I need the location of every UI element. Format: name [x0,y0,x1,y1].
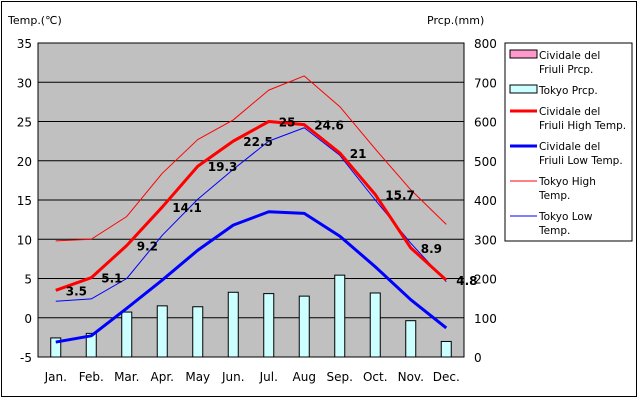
series-line [55,75,447,242]
data-label: 8.9 [421,242,442,256]
left-axis-label: Temp.(℃) [7,14,62,27]
left-tick-label: 5 [24,273,32,287]
legend-label: Tokyo Low [538,211,593,223]
data-label: 21 [350,147,367,161]
left-tick-label: 30 [17,76,32,90]
data-label: 3.5 [66,284,87,298]
legend-swatch [509,84,538,94]
right-tick-label: 600 [474,116,497,130]
legend-label: Friuli Prcp. [539,64,593,76]
right-tick-label: 400 [474,194,497,208]
precip-bar [50,337,62,358]
data-label: 4.8 [456,274,477,288]
legend-label: Friuli High Temp. [539,120,626,132]
precip-bar [227,291,239,358]
data-label: 15.7 [385,189,415,203]
legend-label: Temp. [538,190,570,202]
x-tick-label: Jan. [44,370,67,384]
x-tick-label: Sep. [327,370,353,384]
grid-lines [38,81,464,319]
right-axis-ticks: 0 100 200 300 400 500 600 700 800 [474,37,497,365]
precip-bar [121,311,133,358]
right-tick-label: 200 [474,273,497,287]
right-tick-label: 100 [474,312,497,326]
legend-label: Cividale del [539,106,600,118]
right-tick-label: 800 [474,37,497,51]
data-label: 19.3 [208,160,238,174]
precip-bar [263,293,275,358]
left-tick-label: 25 [17,116,32,130]
left-tick-label: -5 [20,351,32,365]
left-tick-label: 15 [17,194,32,208]
precip-bar [334,274,346,358]
legend-label: Cividale del [539,50,600,62]
x-tick-label: Nov. [398,370,424,384]
precip-bar [192,306,204,358]
left-tick-label: 10 [17,233,32,247]
legend-label: Cividale del [539,141,600,153]
precip-bar [85,332,97,358]
x-tick-label: Dec. [433,370,460,384]
right-tick-label: 500 [474,155,497,169]
legend-label: Temp. [538,225,570,237]
x-tick-label: Oct. [363,370,388,384]
precip-bar [405,320,417,358]
right-tick-label: 700 [474,76,497,90]
legend-swatch [509,49,538,59]
precip-bar [156,305,168,358]
data-label: 5.1 [101,272,122,286]
temperature-lines [55,75,448,344]
data-labels: 3.5 5.1 9.2 14.1 19.3 22.5 25 24.6 21 15.7 8.9 4.8 [66,116,478,299]
right-axis-label: Prcp.(mm) [427,14,484,27]
x-tick-label: Jul. [259,370,278,384]
series-line [55,210,448,344]
left-axis-ticks: -5 0 5 10 15 20 25 30 35 [17,37,32,365]
legend-label: Tokyo Prcp. [538,85,598,97]
series-line [55,120,448,292]
x-tick-label: Mar. [114,370,139,384]
precip-bar [298,295,310,358]
right-tick-label: 300 [474,233,497,247]
data-label: 24.6 [314,119,344,133]
precip-bar [440,340,452,358]
x-tick-label: Aug [293,370,316,384]
precipitation-bars [50,274,452,358]
legend-label: Friuli Low Temp. [539,155,623,167]
right-tick-label: 0 [474,351,482,365]
x-tick-label: Jun. [221,370,245,384]
data-label: 14.1 [172,201,202,215]
left-tick-label: 0 [24,312,32,326]
precip-bar [369,292,381,358]
x-tick-label: May [185,370,210,384]
x-tick-label: Apr. [151,370,174,384]
data-label: 22.5 [243,135,273,149]
series-line [55,127,447,302]
left-tick-label: 35 [17,37,32,51]
x-tick-label: Feb. [79,370,104,384]
legend-box [504,42,633,242]
x-axis-ticks: Jan. Feb. Mar. Apr. May Jun. Jul. Aug Sep. Oct. No… [44,370,460,384]
data-label: 9.2 [137,240,158,254]
left-tick-label: 20 [17,155,32,169]
data-label: 25 [279,116,296,130]
legend: Cividale del Friuli Prcp. Tokyo Prcp. Civid… [509,49,626,237]
legend-label: Tokyo High [538,176,596,188]
